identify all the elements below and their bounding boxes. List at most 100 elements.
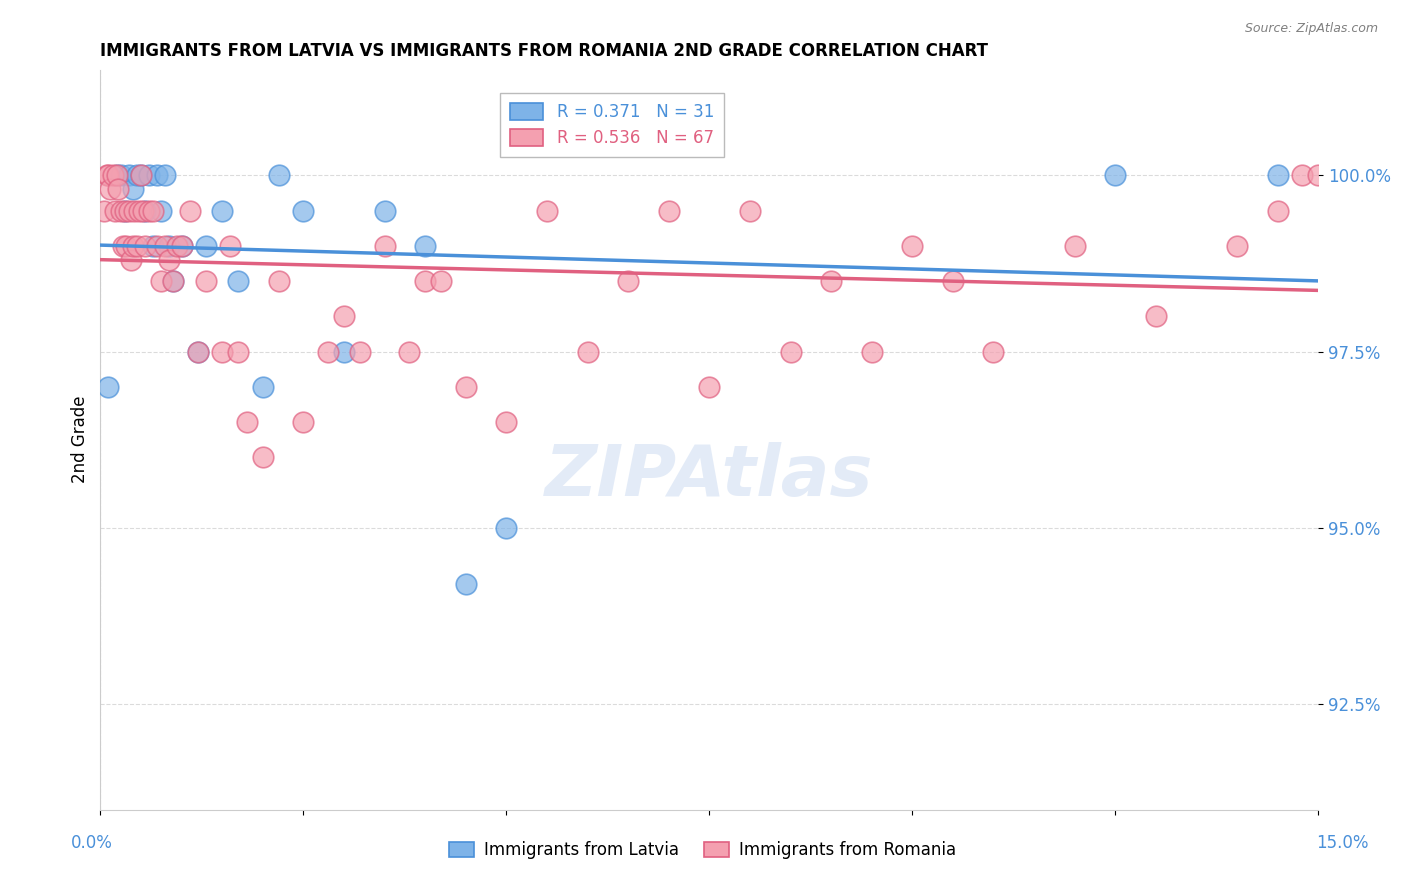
- Point: [170, 239, 193, 253]
- Text: IMMIGRANTS FROM LATVIA VS IMMIGRANTS FROM ROMANIA 2ND GRADE CORRELATION CHART: IMMIGRANTS FROM LATVIA VS IMMIGRANTS FRO…: [100, 42, 988, 60]
- Point: [860, 344, 883, 359]
- Point: [292, 203, 315, 218]
- Point: [128, 203, 150, 218]
- Point: [179, 203, 201, 218]
- Text: 15.0%: 15.0%: [1316, 834, 1369, 852]
- Point: [228, 344, 250, 359]
- Point: [121, 182, 143, 196]
- Point: [146, 239, 169, 253]
- Point: [114, 203, 136, 218]
- Legend: R = 0.371   N = 31, R = 0.536   N = 67: R = 0.371 N = 31, R = 0.536 N = 67: [501, 93, 724, 158]
- Point: [779, 344, 801, 359]
- Point: [228, 274, 250, 288]
- Text: ZIPAtlas: ZIPAtlas: [546, 442, 873, 511]
- Point: [983, 344, 1005, 359]
- Point: [120, 252, 142, 267]
- Point: [820, 274, 842, 288]
- Point: [98, 182, 121, 196]
- Point: [155, 239, 177, 253]
- Point: [316, 344, 339, 359]
- Point: [942, 274, 965, 288]
- Point: [114, 203, 136, 218]
- Point: [373, 203, 395, 218]
- Point: [1104, 169, 1126, 183]
- Point: [131, 203, 153, 218]
- Point: [211, 203, 233, 218]
- Point: [617, 274, 640, 288]
- Point: [97, 169, 120, 183]
- Point: [252, 380, 274, 394]
- Point: [97, 380, 120, 394]
- Point: [1063, 239, 1085, 253]
- Point: [536, 203, 558, 218]
- Legend: Immigrants from Latvia, Immigrants from Romania: Immigrants from Latvia, Immigrants from …: [443, 835, 963, 866]
- Point: [194, 239, 217, 253]
- Point: [430, 274, 453, 288]
- Point: [1308, 169, 1330, 183]
- Point: [112, 239, 135, 253]
- Point: [125, 169, 148, 183]
- Point: [1291, 169, 1313, 183]
- Point: [138, 203, 160, 218]
- Point: [105, 169, 128, 183]
- Point: [1267, 169, 1289, 183]
- Point: [252, 450, 274, 465]
- Point: [333, 310, 356, 324]
- Point: [349, 344, 371, 359]
- Point: [1144, 310, 1167, 324]
- Point: [1226, 239, 1249, 253]
- Point: [738, 203, 761, 218]
- Point: [333, 344, 356, 359]
- Point: [110, 169, 132, 183]
- Point: [93, 203, 115, 218]
- Point: [101, 169, 124, 183]
- Point: [576, 344, 599, 359]
- Point: [129, 169, 152, 183]
- Text: Source: ZipAtlas.com: Source: ZipAtlas.com: [1244, 22, 1378, 36]
- Point: [157, 252, 180, 267]
- Point: [118, 169, 141, 183]
- Point: [219, 239, 242, 253]
- Y-axis label: 2nd Grade: 2nd Grade: [72, 396, 89, 483]
- Point: [115, 239, 138, 253]
- Point: [150, 274, 173, 288]
- Point: [146, 169, 169, 183]
- Point: [413, 239, 436, 253]
- Point: [454, 380, 477, 394]
- Point: [187, 344, 209, 359]
- Point: [157, 239, 180, 253]
- Point: [125, 239, 148, 253]
- Point: [134, 239, 156, 253]
- Point: [121, 239, 143, 253]
- Point: [658, 203, 681, 218]
- Point: [170, 239, 193, 253]
- Point: [495, 415, 517, 429]
- Point: [235, 415, 257, 429]
- Point: [495, 521, 517, 535]
- Point: [124, 203, 146, 218]
- Point: [697, 380, 720, 394]
- Point: [134, 203, 156, 218]
- Point: [138, 169, 160, 183]
- Point: [454, 577, 477, 591]
- Point: [162, 274, 184, 288]
- Point: [413, 274, 436, 288]
- Point: [187, 344, 209, 359]
- Point: [166, 239, 188, 253]
- Point: [292, 415, 315, 429]
- Point: [142, 239, 165, 253]
- Point: [107, 182, 129, 196]
- Text: 0.0%: 0.0%: [70, 834, 112, 852]
- Point: [129, 169, 152, 183]
- Point: [105, 169, 128, 183]
- Point: [118, 203, 141, 218]
- Point: [398, 344, 420, 359]
- Point: [96, 169, 118, 183]
- Point: [150, 203, 173, 218]
- Point: [162, 274, 184, 288]
- Point: [110, 203, 132, 218]
- Point: [211, 344, 233, 359]
- Point: [267, 169, 290, 183]
- Point: [901, 239, 924, 253]
- Point: [155, 169, 177, 183]
